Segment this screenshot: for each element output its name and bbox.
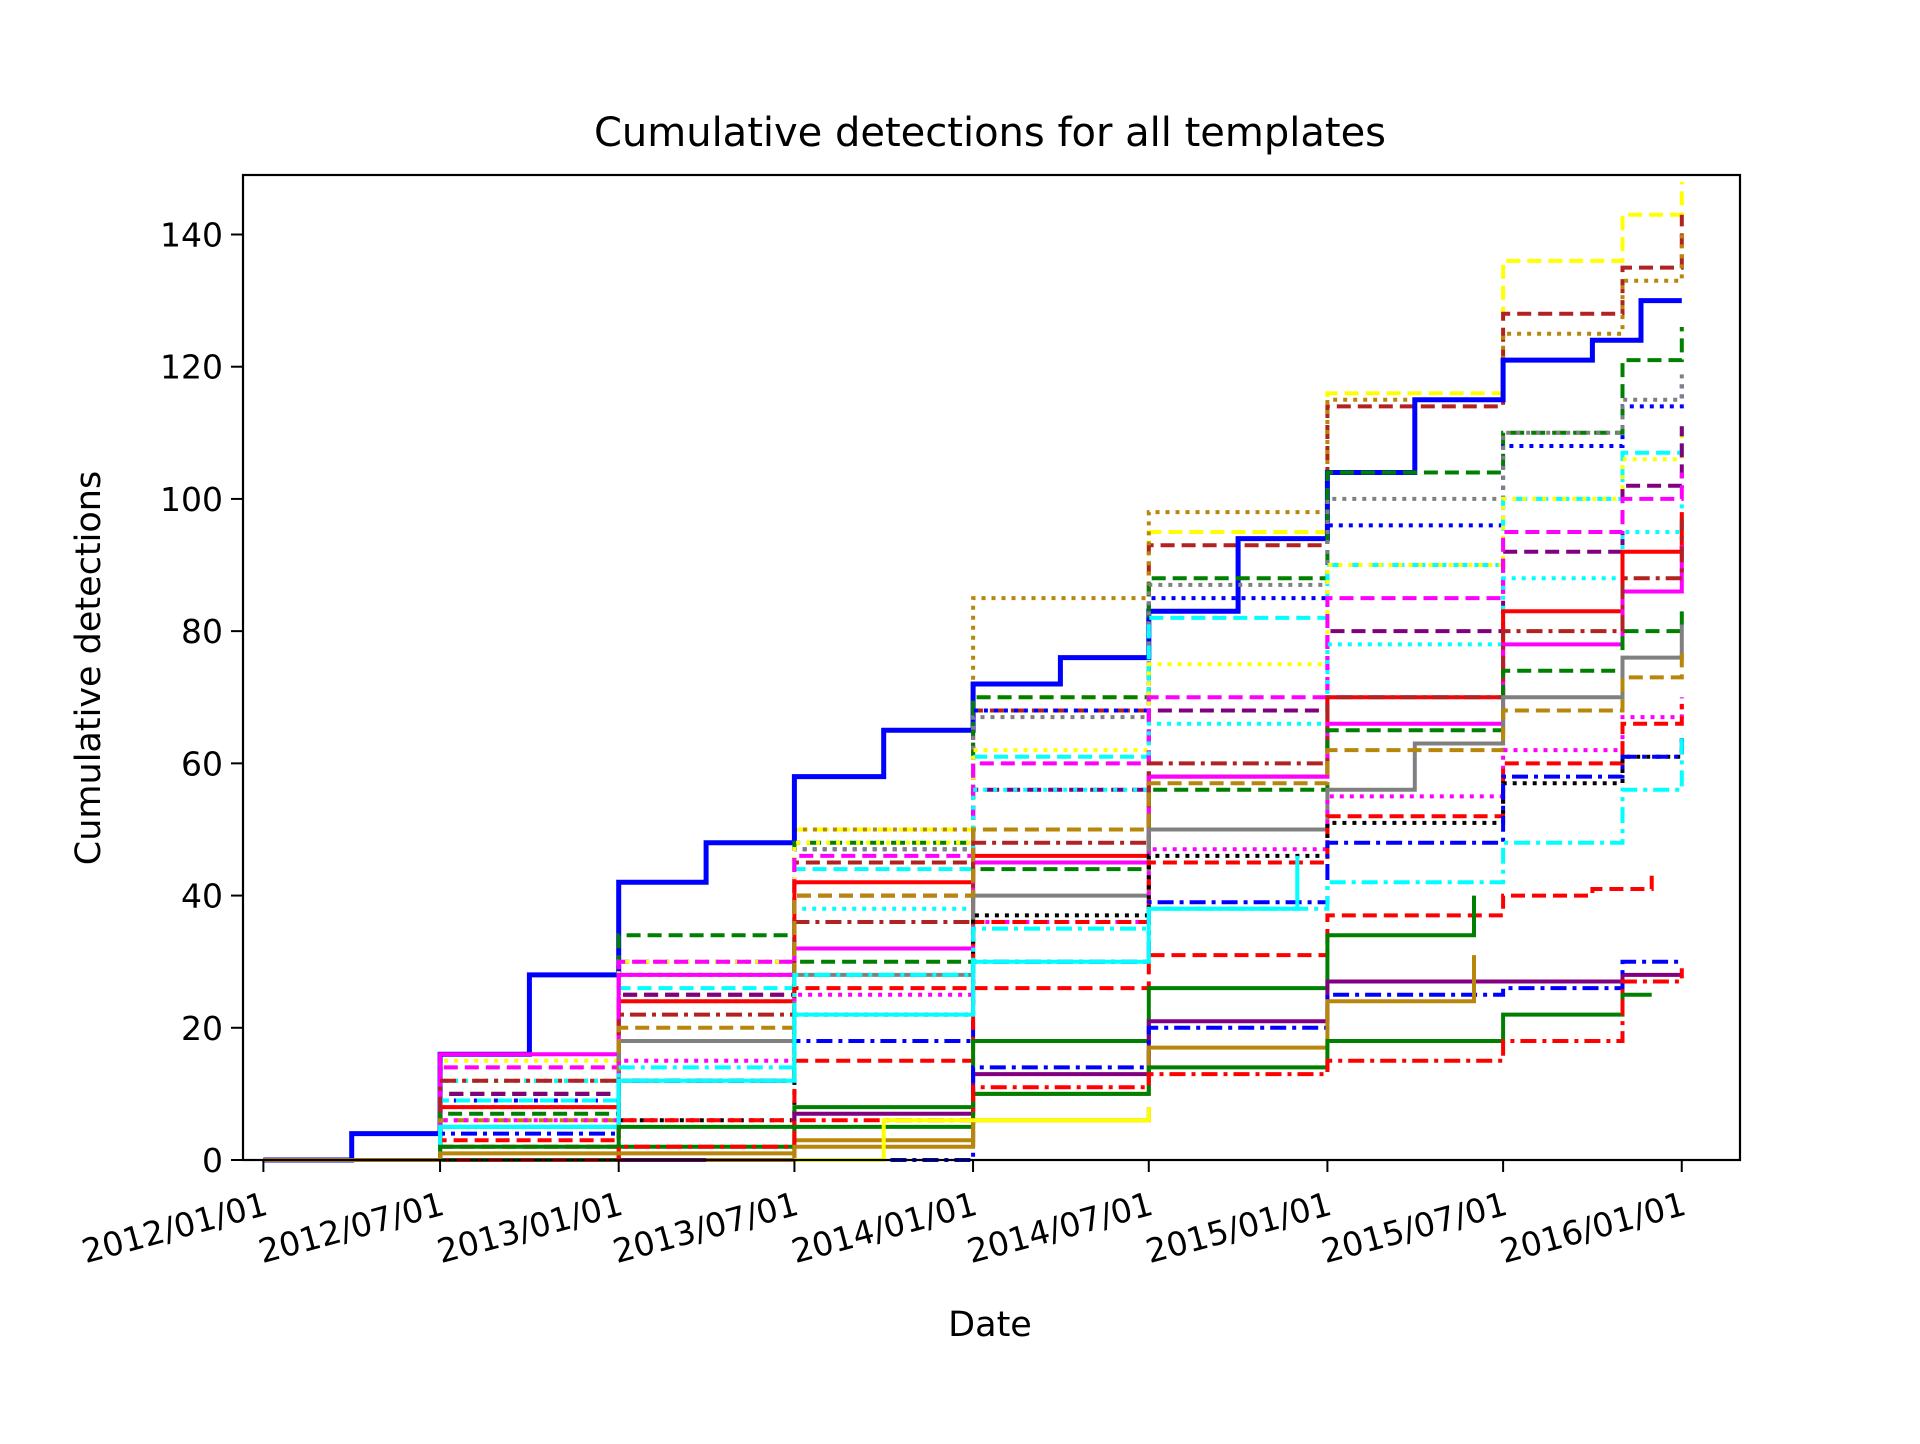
series-line-18: [263, 651, 1684, 1162]
series-line-29: [706, 955, 1476, 1162]
x-tick-label-4: 2013/07/01: [609, 1184, 803, 1271]
series-line-25: [263, 855, 1300, 1162]
plot-area-frame: [241, 173, 1742, 1162]
series-line-31: [263, 968, 1684, 1162]
series-line-21: [559, 736, 1684, 1162]
x-tick-label-2: 2012/07/01: [254, 1184, 448, 1271]
series-line-4: [263, 298, 1682, 1163]
y-tick-label-3: 40: [181, 877, 223, 916]
x-tick-label-8: 2015/07/01: [1317, 1184, 1511, 1271]
chart-title: Cumulative detections for all templates: [594, 110, 1386, 156]
y-tick-label-8: 140: [160, 215, 223, 254]
y-tick-label-4: 60: [181, 744, 223, 783]
x-tick-label-3: 2013/01/01: [433, 1184, 627, 1271]
x-tick-label-9: 2016/01/01: [1496, 1184, 1690, 1271]
series-line-6: [263, 379, 1684, 1162]
x-tick-label-1: 2012/01/01: [78, 1184, 272, 1271]
series-layer: [263, 181, 1684, 1163]
series-line-15: [263, 518, 1684, 1162]
y-tick-label-6: 100: [160, 480, 223, 519]
series-line-22: [263, 736, 1684, 1162]
x-axis-label: Date: [948, 1305, 1032, 1345]
y-tick-label-5: 80: [181, 612, 223, 651]
x-tick-label-7: 2015/01/01: [1142, 1184, 1336, 1271]
y-tick-label-1: 0: [202, 1141, 223, 1180]
x-tick-label-5: 2014/01/01: [787, 1184, 981, 1271]
x-tick-label-6: 2014/07/01: [963, 1184, 1157, 1271]
y-axis-label: Cumulative detections: [69, 471, 109, 865]
series-line-24: [263, 875, 1654, 1162]
y-tick-label-7: 120: [160, 348, 223, 387]
y-tick-label-2: 20: [181, 1009, 223, 1048]
